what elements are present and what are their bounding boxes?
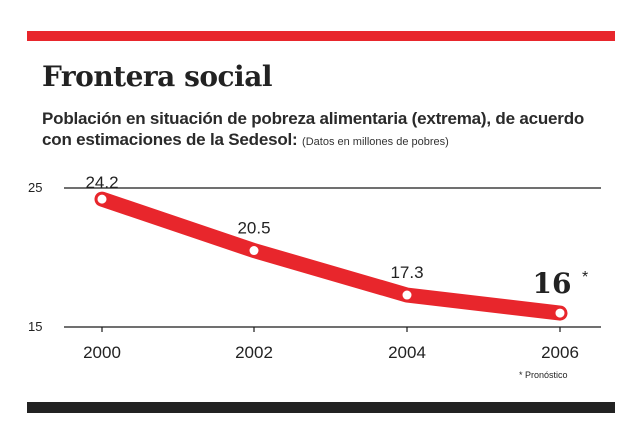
units-note: (Datos en millones de pobres) [302,136,449,148]
data-point [97,194,107,204]
footnote: * Pronóstico [519,370,568,380]
data-label: 17.3 [390,263,423,282]
subtitle-text: Población en situación de pobreza alimen… [42,109,585,149]
data-label: 16 [533,267,572,300]
x-tick-label: 2002 [235,343,273,362]
data-point [555,308,565,318]
y-tick-label: 25 [28,180,42,195]
y-tick-label: 15 [28,319,42,334]
data-label: 20.5 [237,219,270,238]
data-point [249,246,259,256]
chart-title: Frontera social [42,60,272,93]
chart-subtitle: Población en situación de pobreza alimen… [42,108,612,153]
top-rule [27,31,615,41]
series-line [94,191,568,321]
x-tick-label: 2004 [388,343,426,362]
data-label: 24.2 [85,173,118,192]
x-tick-label: 2000 [83,343,121,362]
bottom-rule [27,402,615,413]
x-tick-label: 2006 [541,343,579,362]
forecast-asterisk: * [582,269,588,286]
data-point [402,290,412,300]
